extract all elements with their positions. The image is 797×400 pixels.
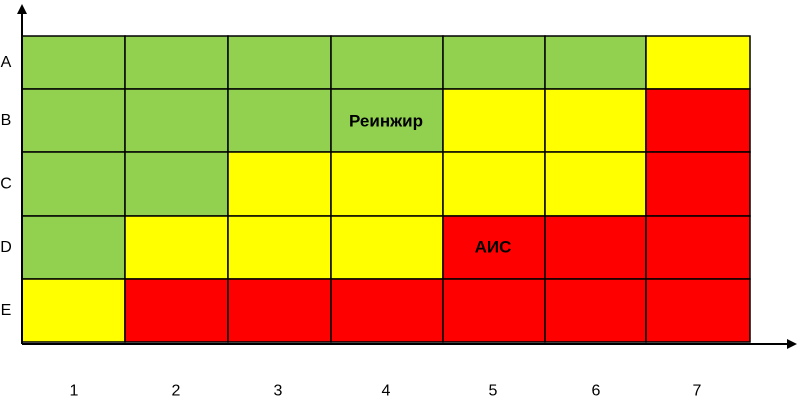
matrix-cell-E4 [330, 278, 444, 343]
matrix-cell-A2 [124, 35, 229, 90]
matrix-cell-A7 [645, 35, 751, 90]
matrix-cell-B7 [645, 88, 751, 153]
x-tick-label-3: 3 [274, 383, 283, 400]
matrix-cells [21, 35, 751, 343]
matrix-cell-B4 [330, 88, 444, 153]
matrix-cell-C4 [330, 151, 444, 217]
matrix-cell-C1 [21, 151, 126, 217]
y-tick-label-C: C [0, 176, 12, 193]
matrix-cell-D3 [227, 215, 332, 280]
matrix-cell-A1 [21, 35, 126, 90]
x-tick-label-2: 2 [172, 383, 181, 400]
cell-annotations: Реинжир АИС [349, 112, 511, 257]
matrix-cell-A4 [330, 35, 444, 90]
matrix-cell-E6 [544, 278, 647, 343]
matrix-cell-C6 [544, 151, 647, 217]
cell-annotation-1: Реинжир [349, 112, 423, 131]
y-tick-label-B: B [1, 112, 12, 129]
matrix-cell-E5 [442, 278, 546, 343]
y-tick-label-D: D [0, 239, 12, 256]
matrix-cell-E1 [21, 278, 126, 343]
matrix-cell-E3 [227, 278, 332, 343]
matrix-cell-B2 [124, 88, 229, 153]
matrix-cell-C2 [124, 151, 229, 217]
matrix-cell-A3 [227, 35, 332, 90]
y-tick-label-A: A [1, 54, 12, 71]
x-tick-label-7: 7 [693, 383, 702, 400]
matrix-cell-D6 [544, 215, 647, 280]
matrix-cell-D2 [124, 215, 229, 280]
tick-labels: A B C D E 1 2 3 4 5 6 7 [0, 54, 701, 400]
matrix-cell-A6 [544, 35, 647, 90]
matrix-cell-A5 [442, 35, 546, 90]
matrix-cell-B5 [442, 88, 546, 153]
matrix-cell-D7 [645, 215, 751, 280]
axes [17, 4, 797, 349]
matrix-cell-B3 [227, 88, 332, 153]
matrix-cell-C5 [442, 151, 546, 217]
matrix-cell-B1 [21, 88, 126, 153]
matrix-cell-C3 [227, 151, 332, 217]
matrix-cell-E7 [645, 278, 751, 343]
x-tick-label-4: 4 [382, 383, 391, 400]
matrix-cell-C7 [645, 151, 751, 217]
x-tick-label-1: 1 [70, 383, 79, 400]
matrix-cell-D1 [21, 215, 126, 280]
matrix-cell-D4 [330, 215, 444, 280]
matrix-cell-E2 [124, 278, 229, 343]
x-tick-label-6: 6 [592, 383, 601, 400]
matrix-cell-D5 [442, 215, 546, 280]
y-tick-label-E: E [1, 302, 12, 319]
cell-annotation-2: АИС [475, 238, 512, 257]
matrix-cell-B6 [544, 88, 647, 153]
x-tick-label-5: 5 [489, 383, 498, 400]
